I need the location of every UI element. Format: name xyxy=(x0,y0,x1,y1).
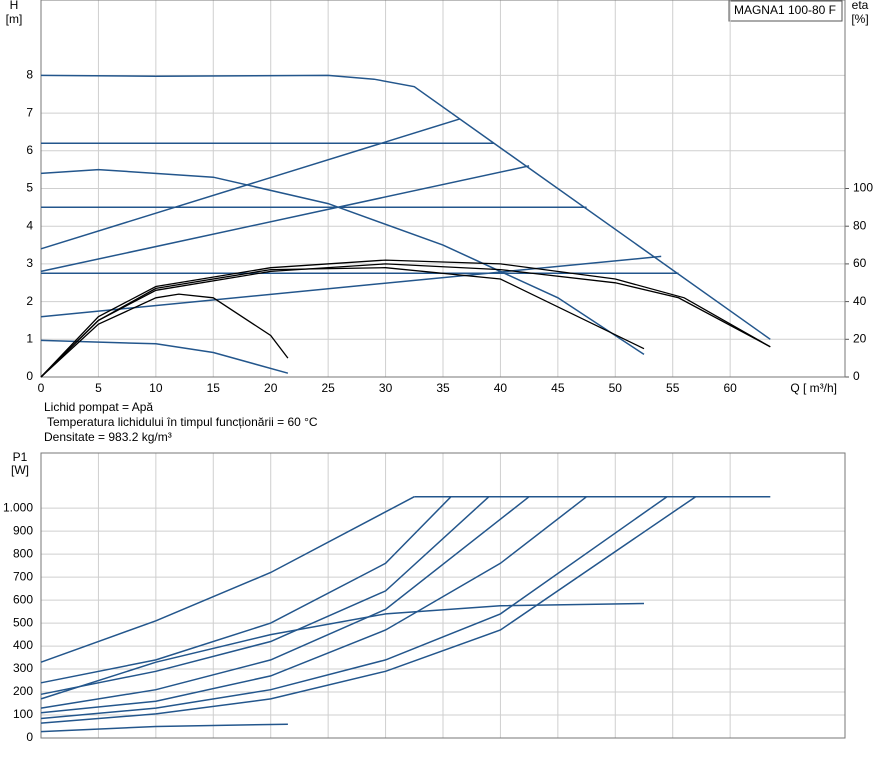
y2-tick-label: 60 xyxy=(853,256,867,270)
x-tick-label: 40 xyxy=(494,381,508,395)
curve xyxy=(40,496,452,684)
y-tick-label: 1.000 xyxy=(3,500,33,514)
x-tick-label: 55 xyxy=(666,381,680,395)
y-label: P1 xyxy=(13,450,28,464)
y-tick-label: 8 xyxy=(26,68,33,82)
y-tick-label: 1 xyxy=(26,331,33,345)
y2-tick-label: 20 xyxy=(853,331,867,345)
curve xyxy=(40,496,530,709)
y-tick-label: 4 xyxy=(26,218,33,232)
y-tick-label: 600 xyxy=(13,592,33,606)
x-label: Q [ m³/h] xyxy=(790,381,837,395)
y-tick-label: 6 xyxy=(26,143,33,157)
y-tick-label: 900 xyxy=(13,523,33,537)
x-tick-label: 60 xyxy=(723,381,737,395)
plot-frame xyxy=(40,0,846,378)
x-tick-label: 50 xyxy=(609,381,623,395)
curve xyxy=(40,168,645,356)
y-tick-label: 400 xyxy=(13,638,33,652)
curve xyxy=(40,723,288,733)
y-tick-label: 5 xyxy=(26,181,33,195)
curve xyxy=(40,255,662,318)
y-tick-label: 700 xyxy=(13,569,33,583)
plot-frame xyxy=(40,452,846,739)
y-tick-label: 800 xyxy=(13,546,33,560)
y-label: H xyxy=(10,0,19,12)
x-tick-label: 25 xyxy=(321,381,335,395)
curve xyxy=(40,74,771,340)
curve xyxy=(40,118,461,250)
x-tick-label: 20 xyxy=(264,381,278,395)
annotation: Densitate = 983.2 kg/m³ xyxy=(44,430,172,444)
y2-tick-label: 0 xyxy=(853,369,860,383)
curve xyxy=(40,339,289,374)
x-tick-label: 45 xyxy=(551,381,565,395)
curve xyxy=(40,496,668,720)
y-tick-label: 200 xyxy=(13,684,33,698)
y-tick-label: 100 xyxy=(13,707,33,721)
y-tick-label: 500 xyxy=(13,615,33,629)
y-tick-label: 7 xyxy=(26,105,33,119)
curve xyxy=(40,259,771,378)
y2-tick-label: 100 xyxy=(853,181,873,195)
y-unit: [m] xyxy=(6,12,23,26)
curve xyxy=(40,602,645,700)
y2-tick-label: 80 xyxy=(853,218,867,232)
curve xyxy=(40,267,645,378)
x-tick-label: 30 xyxy=(379,381,393,395)
x-tick-label: 0 xyxy=(38,381,45,395)
x-tick-label: 35 xyxy=(436,381,450,395)
x-tick-label: 15 xyxy=(207,381,221,395)
y-tick-label: 0 xyxy=(26,730,33,744)
chart-title: MAGNA1 100-80 F xyxy=(734,3,836,17)
x-tick-label: 5 xyxy=(95,381,102,395)
curve xyxy=(40,165,530,273)
y2-unit: [%] xyxy=(851,12,868,26)
curve xyxy=(40,293,289,378)
y-tick-label: 300 xyxy=(13,661,33,675)
curve xyxy=(40,496,697,724)
curve xyxy=(40,496,588,714)
y2-tick-label: 40 xyxy=(853,294,867,308)
y2-label: eta xyxy=(852,0,869,12)
y-tick-label: 2 xyxy=(26,294,33,308)
title-box xyxy=(728,0,843,22)
annotation: Temperatura lichidului în timpul funcțio… xyxy=(47,415,318,429)
annotation: Lichid pompat = Apă xyxy=(44,400,153,414)
curve xyxy=(40,496,415,663)
curve xyxy=(40,496,490,696)
x-tick-label: 10 xyxy=(149,381,163,395)
y-tick-label: 3 xyxy=(26,256,33,270)
y-unit: [W] xyxy=(11,463,29,477)
y-tick-label: 0 xyxy=(26,369,33,383)
